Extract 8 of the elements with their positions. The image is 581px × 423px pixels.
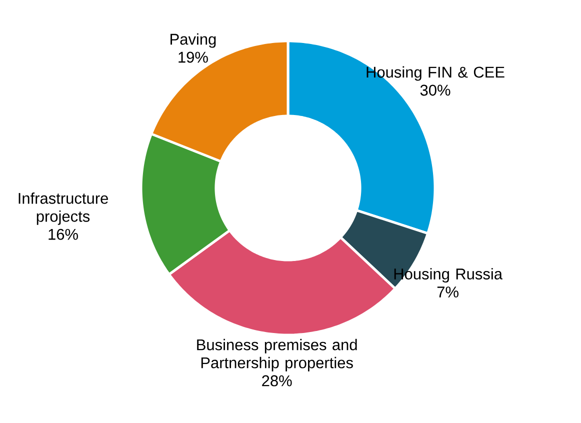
slice-label: Business premises and Partnership properties — [197, 338, 357, 372]
data-label: 30% — [420, 84, 450, 96]
data-label: 19% — [178, 52, 208, 63]
data-label: 28% — [262, 375, 292, 386]
slice-label: Infrastructure projects — [18, 192, 108, 225]
data-label: 16% — [48, 228, 78, 240]
slice-label: Paving — [170, 33, 216, 48]
data-label: 7% — [437, 286, 458, 298]
